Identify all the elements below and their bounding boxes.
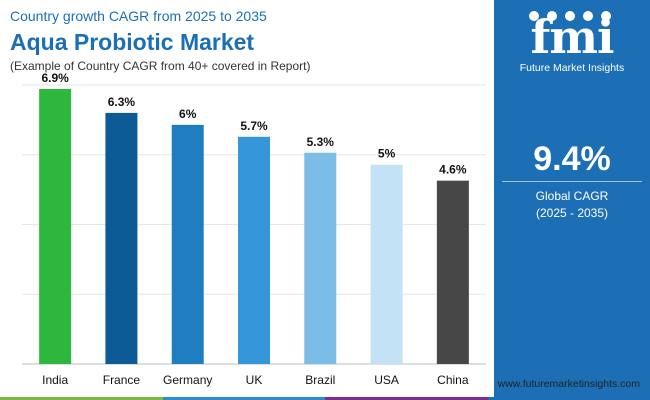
strip-segment (325, 397, 488, 400)
x-tick-label: Brazil (305, 373, 335, 387)
bar-india (39, 88, 72, 364)
logo-icons (529, 11, 611, 21)
website-link[interactable]: www.futuremarketinsights.com (497, 378, 640, 390)
bar-chart: 6.9% India 6.3% France 6% Germany 5.7% UK 5.3% Br… (22, 71, 486, 387)
data-label: 6% (179, 107, 197, 121)
data-label: 6.9% (41, 71, 69, 85)
bar-brazil (304, 152, 337, 364)
bar-france (105, 112, 138, 365)
bar-germany (171, 124, 204, 364)
x-tick-label: Germany (163, 373, 212, 387)
logo-name: Future Market Insights (519, 62, 625, 74)
divider (502, 181, 642, 182)
chart-title: Aqua Probiotic Market (10, 29, 255, 55)
bar-uk (238, 136, 270, 364)
side-panel: fmi Future Market Insights 9.4% Global C… (494, 0, 650, 400)
global-cagr-label: Global CAGR (535, 189, 609, 203)
data-label: 4.6% (439, 163, 467, 177)
strip-segment (162, 397, 325, 400)
chart-subtitle: Country growth CAGR from 2025 to 2035 (10, 8, 267, 24)
chart-header: Country growth CAGR from 2025 to 2035 Aq… (10, 8, 310, 74)
data-label: 5.3% (307, 135, 335, 149)
bar-usa (370, 164, 403, 364)
x-tick-label: China (437, 373, 469, 387)
data-label: 6.3% (108, 95, 136, 109)
strip-segment (487, 397, 650, 400)
strip-segment (0, 397, 163, 400)
x-tick-label: USA (374, 373, 399, 387)
logo-mark: fmi (530, 10, 615, 64)
bar-china (436, 180, 469, 364)
bottom-color-strip (0, 397, 650, 400)
chart-note: (Example of Country CAGR from 40+ covere… (10, 59, 311, 73)
data-label: 5.7% (240, 119, 268, 133)
x-tick-label: India (42, 373, 68, 387)
global-cagr-value: 9.4% (533, 140, 611, 178)
x-tick-label: France (103, 373, 141, 387)
data-label: 5% (378, 147, 396, 161)
global-cagr-period: (2025 - 2035) (535, 206, 609, 220)
x-tick-label: UK (246, 373, 263, 387)
